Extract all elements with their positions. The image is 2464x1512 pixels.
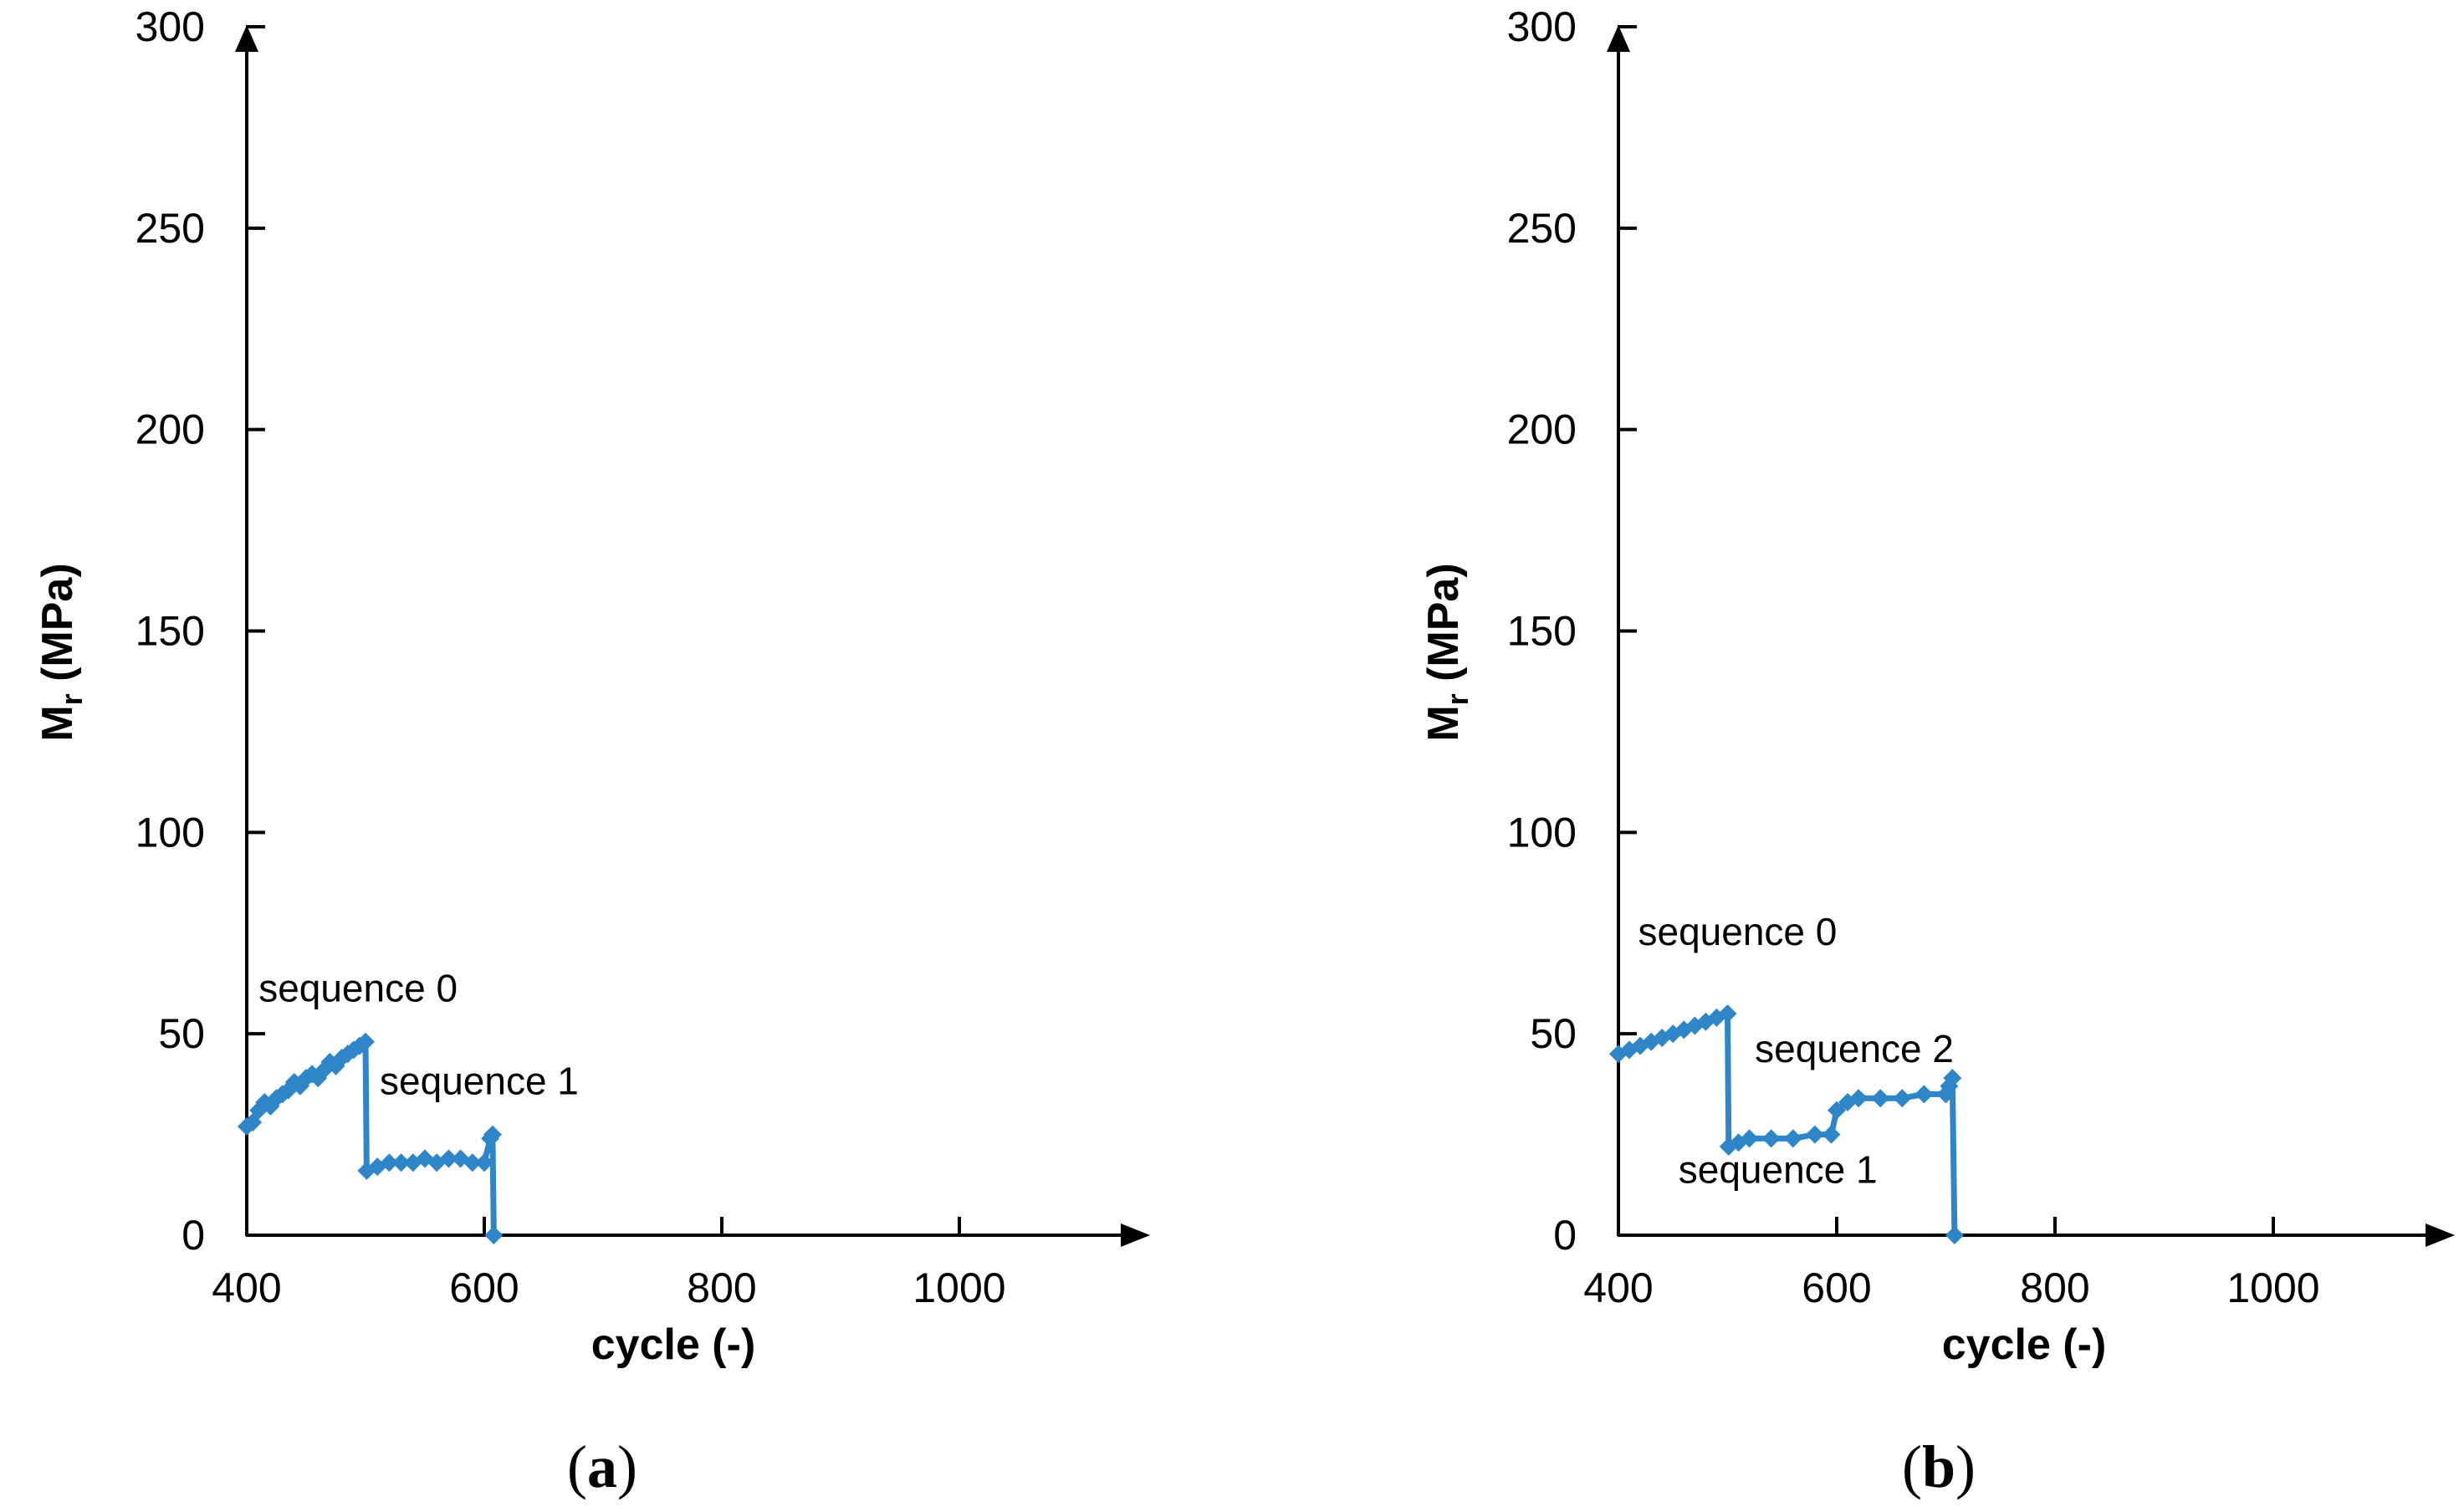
panel-b-data-point bbox=[1761, 1129, 1781, 1148]
panel-b-ticks: 0 50 100 150 200 250 300 400 600 800 1000 bbox=[1507, 3, 2320, 1311]
panel-b-ylabel-main: M bbox=[1419, 705, 1468, 741]
panel-a-annotation: sequence 0 bbox=[258, 967, 458, 1010]
panel-b-xlabel: cycle (-) bbox=[1942, 1320, 2107, 1369]
panel-b-label-letter: b bbox=[1922, 1433, 1955, 1500]
panel-b-data-point bbox=[1945, 1226, 1964, 1244]
panel-a-ytick-label: 250 bbox=[135, 205, 205, 252]
panel-a-xtick-label: 600 bbox=[449, 1264, 519, 1311]
panel-b-ylabel: Mr (MPa) bbox=[1419, 563, 1475, 741]
panel-b-data-point bbox=[1914, 1085, 1934, 1104]
panel-a-xlabel: cycle (-) bbox=[591, 1320, 756, 1369]
panel-b-data-point bbox=[1805, 1125, 1824, 1144]
panel-b-ytick-label: 100 bbox=[1507, 809, 1577, 856]
panel-a-ylabel: Mr (MPa) bbox=[33, 563, 89, 741]
panel-b-axes bbox=[1607, 25, 2455, 1247]
panel-b-label: (b) bbox=[1902, 1433, 1976, 1500]
panel-b-ytick-label: 0 bbox=[1553, 1212, 1577, 1259]
panel-b-label-close: ) bbox=[1955, 1433, 1976, 1500]
panel-b-ytick-label: 150 bbox=[1507, 608, 1577, 655]
panel-b-annotation: sequence 2 bbox=[1755, 1027, 1954, 1070]
panel-b-data-point bbox=[1849, 1089, 1868, 1108]
panel-b-xtick-label: 600 bbox=[1802, 1264, 1871, 1311]
panel-a-ytick-label: 300 bbox=[135, 3, 205, 50]
panel-a-label-open: ( bbox=[567, 1433, 587, 1500]
panel-a-axes bbox=[235, 25, 1150, 1247]
panel-a-y-arrow bbox=[235, 25, 258, 52]
panel-b-annotation: sequence 0 bbox=[1638, 910, 1837, 953]
panel-a-data-point bbox=[380, 1153, 399, 1172]
panel-b-data-point bbox=[1740, 1129, 1759, 1148]
panel-b-ytick-label: 200 bbox=[1507, 406, 1577, 453]
panel-a-ticks: 0 50 100 150 200 250 300 400 600 800 1000 bbox=[135, 3, 1006, 1311]
panel-a: 0 50 100 150 200 250 300 400 600 800 1000 sequence… bbox=[33, 3, 1150, 1500]
panel-b-xtick-label: 400 bbox=[1583, 1264, 1653, 1311]
panel-b-data-point bbox=[1871, 1089, 1890, 1108]
panel-a-ytick-label: 50 bbox=[158, 1010, 205, 1057]
panel-a-ytick-label: 100 bbox=[135, 809, 205, 856]
panel-b-annotation: sequence 1 bbox=[1679, 1147, 1878, 1191]
panel-a-data-point bbox=[391, 1153, 411, 1172]
panel-a-xtick-label: 1000 bbox=[912, 1264, 1005, 1311]
panel-a-data-point bbox=[439, 1149, 458, 1168]
panel-a-data-point bbox=[483, 1125, 502, 1144]
panel-a-data-point bbox=[475, 1153, 493, 1172]
panel-b-y-arrow bbox=[1607, 25, 1630, 52]
panel-b-ytick-label: 50 bbox=[1530, 1010, 1577, 1057]
panel-a-ylabel-main: M bbox=[33, 705, 82, 741]
panel-a-label-letter: a bbox=[587, 1433, 617, 1500]
panel-a-data-point bbox=[356, 1032, 375, 1051]
panel-b-ytick-label: 300 bbox=[1507, 3, 1577, 50]
panel-a-data-point bbox=[463, 1153, 482, 1172]
panel-a-ytick-label: 0 bbox=[181, 1212, 205, 1259]
panel-b-data-point bbox=[1718, 1004, 1737, 1024]
panel-b-series bbox=[1609, 1004, 1964, 1244]
panel-a-label-close: ) bbox=[617, 1433, 637, 1500]
panel-b-data-point bbox=[1943, 1069, 1962, 1088]
panel-a-ytick-label: 150 bbox=[135, 608, 205, 655]
panel-b-xtick-label: 1000 bbox=[2226, 1264, 2319, 1311]
panel-a-label: (a) bbox=[567, 1433, 637, 1500]
panel-b-ytick-label: 250 bbox=[1507, 205, 1577, 252]
panel-b-x-arrow bbox=[2426, 1223, 2455, 1247]
panel-b-ylabel-unit: (MPa) bbox=[1419, 563, 1468, 693]
panel-a-series bbox=[238, 1032, 504, 1244]
panel-b-data-point bbox=[1822, 1125, 1841, 1144]
panel-a-ylabel-sub: r bbox=[54, 693, 89, 705]
panel-b-annotations: sequence 0 sequence 2 sequence 1 bbox=[1638, 910, 1954, 1191]
panel-a-x-arrow bbox=[1121, 1223, 1150, 1247]
panel-a-annotations: sequence 0 sequence 1 bbox=[258, 967, 579, 1103]
panel-a-annotation: sequence 1 bbox=[380, 1059, 579, 1102]
panel-a-ytick-label: 200 bbox=[135, 406, 205, 453]
panel-b-data-point bbox=[1828, 1101, 1846, 1120]
panel-b-xtick-label: 800 bbox=[2020, 1264, 2089, 1311]
panel-a-ylabel-unit: (MPa) bbox=[33, 563, 82, 693]
panel-a-xtick-label: 400 bbox=[212, 1264, 281, 1311]
panel-b-data-point bbox=[1893, 1089, 1912, 1108]
panel-b-data-point bbox=[1783, 1129, 1802, 1148]
panel-b-ylabel-sub: r bbox=[1440, 693, 1475, 705]
panel-a-data-point bbox=[484, 1226, 504, 1244]
panel-b: 0 50 100 150 200 250 300 400 600 800 1000 sequence… bbox=[1419, 3, 2455, 1500]
panel-a-xtick-label: 800 bbox=[687, 1264, 756, 1311]
panel-b-label-open: ( bbox=[1902, 1433, 1922, 1500]
